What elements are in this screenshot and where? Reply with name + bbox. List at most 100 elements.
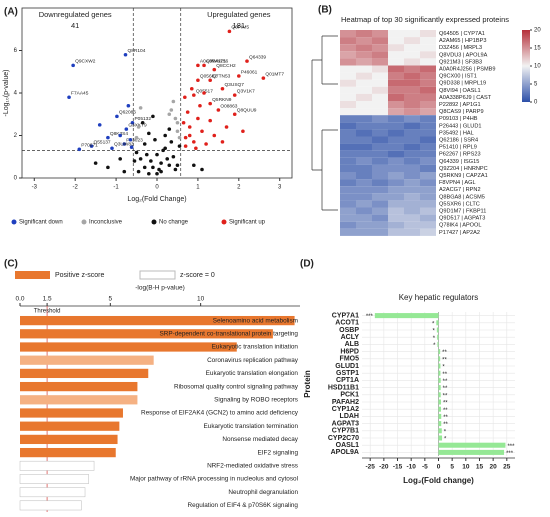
heatmap-cell bbox=[404, 37, 420, 45]
x-tick-label: -1 bbox=[113, 185, 119, 191]
point bbox=[165, 157, 170, 161]
point bbox=[192, 140, 196, 144]
bar bbox=[438, 392, 441, 398]
x-tick-label: -25 bbox=[365, 464, 375, 471]
x-tick-label: -15 bbox=[393, 464, 403, 471]
y-tick-label: 2 bbox=[14, 133, 18, 139]
heatmap-cell bbox=[420, 51, 436, 59]
heatmap-cell bbox=[340, 65, 356, 73]
heatmap-cell bbox=[340, 58, 356, 66]
point-label: Q6PIM5 bbox=[231, 25, 249, 31]
colorbar-tick-label: 15 bbox=[534, 46, 541, 52]
bar bbox=[437, 341, 439, 347]
bar bbox=[436, 320, 439, 326]
significance-label: * bbox=[433, 336, 436, 342]
point bbox=[220, 140, 225, 144]
heatmap-cell bbox=[340, 164, 356, 172]
category-label: CPT1A bbox=[336, 377, 359, 384]
x-tick-label: 1.5 bbox=[43, 296, 52, 303]
heatmap-cell bbox=[372, 108, 388, 116]
heatmap-cell bbox=[356, 136, 372, 144]
heatmap-cell bbox=[420, 214, 436, 222]
heatmap-cell bbox=[404, 193, 420, 201]
x-tick-label: 3 bbox=[278, 185, 282, 191]
significance-label: *** bbox=[506, 451, 514, 457]
heatmap-cell bbox=[388, 172, 404, 180]
panel-label: (D) bbox=[300, 259, 314, 270]
point bbox=[171, 154, 176, 159]
category-label: Ribosomal quality control signaling path… bbox=[174, 383, 299, 390]
category-label: Selenoamino acid metabolism bbox=[213, 317, 298, 324]
bar bbox=[438, 356, 441, 362]
heatmap-cell bbox=[372, 186, 388, 194]
bar bbox=[438, 449, 505, 455]
heatmap-cell bbox=[388, 72, 404, 80]
point bbox=[224, 125, 229, 129]
row-label: Q8BGA8 | ACSM5 bbox=[439, 194, 485, 200]
category-label: Major pathway of rRNA processing in nucl… bbox=[130, 476, 298, 483]
category-label: Coronavirus replication pathway bbox=[207, 357, 299, 364]
point bbox=[142, 142, 147, 146]
chart-title: Heatmap of top 30 significantly expresse… bbox=[341, 15, 509, 24]
point bbox=[97, 123, 102, 127]
row-label: Q921M3 | SF3B3 bbox=[439, 59, 482, 65]
point bbox=[183, 95, 187, 100]
point bbox=[159, 161, 163, 165]
point-label: Q8QUU9 bbox=[237, 108, 257, 114]
heatmap-cell bbox=[356, 164, 372, 172]
annotation: 41 bbox=[71, 21, 79, 30]
heatmap-cell bbox=[404, 186, 420, 194]
significance-label: ** bbox=[442, 350, 447, 356]
heatmap-cell bbox=[388, 86, 404, 94]
heatmap-cell bbox=[356, 186, 372, 194]
heatmap-cell bbox=[388, 143, 404, 151]
heatmap-cell bbox=[388, 164, 404, 172]
heatmap-cell bbox=[404, 221, 420, 229]
heatmap-cell bbox=[372, 101, 388, 109]
point bbox=[208, 78, 212, 83]
point-label: Q5RKN9 bbox=[212, 97, 232, 103]
point bbox=[187, 125, 192, 129]
heatmap-cell bbox=[420, 30, 436, 38]
threshold-label: Threshold bbox=[34, 309, 61, 315]
heatmap-cell bbox=[372, 157, 388, 165]
heatmap-cell bbox=[404, 79, 420, 87]
category-label: H6PD bbox=[340, 348, 359, 355]
bar bbox=[20, 342, 237, 352]
heatmap-cell bbox=[404, 115, 420, 123]
point bbox=[71, 63, 75, 68]
heatmap-cell bbox=[372, 44, 388, 52]
heatmap-cell bbox=[420, 101, 436, 109]
point bbox=[122, 169, 127, 174]
point bbox=[115, 114, 119, 119]
category-label: PAFAH2 bbox=[332, 399, 359, 406]
point bbox=[128, 137, 133, 142]
heatmap-cell bbox=[372, 193, 388, 201]
point bbox=[147, 171, 151, 176]
significance-label: *** bbox=[507, 444, 515, 450]
row-label: Q64505 | CYP7A1 bbox=[439, 31, 485, 37]
point bbox=[136, 169, 141, 174]
heatmap-cell bbox=[356, 72, 372, 80]
point-label: Q64339 bbox=[249, 54, 266, 60]
heatmap-cell bbox=[356, 200, 372, 208]
category-label: HSD11B1 bbox=[328, 384, 359, 391]
heatmap-cell bbox=[372, 129, 388, 137]
bar bbox=[19, 487, 86, 498]
bar bbox=[20, 329, 273, 339]
point bbox=[167, 163, 172, 168]
heatmap-cell bbox=[372, 179, 388, 187]
heatmap-cell bbox=[340, 136, 356, 144]
heatmap-cell bbox=[356, 214, 372, 222]
heatmap-cell bbox=[420, 228, 436, 236]
heatmap-cell bbox=[388, 58, 404, 66]
category-label: Nonsense mediated decay bbox=[222, 436, 298, 443]
heatmap-cell bbox=[372, 172, 388, 180]
heatmap-cell bbox=[340, 115, 356, 123]
bar bbox=[20, 355, 154, 365]
colorbar-tick-label: 10 bbox=[534, 64, 541, 70]
row-label: A2AM65 | HP1BP3 bbox=[439, 38, 486, 44]
heatmap-cell bbox=[388, 44, 404, 52]
point bbox=[171, 99, 176, 104]
